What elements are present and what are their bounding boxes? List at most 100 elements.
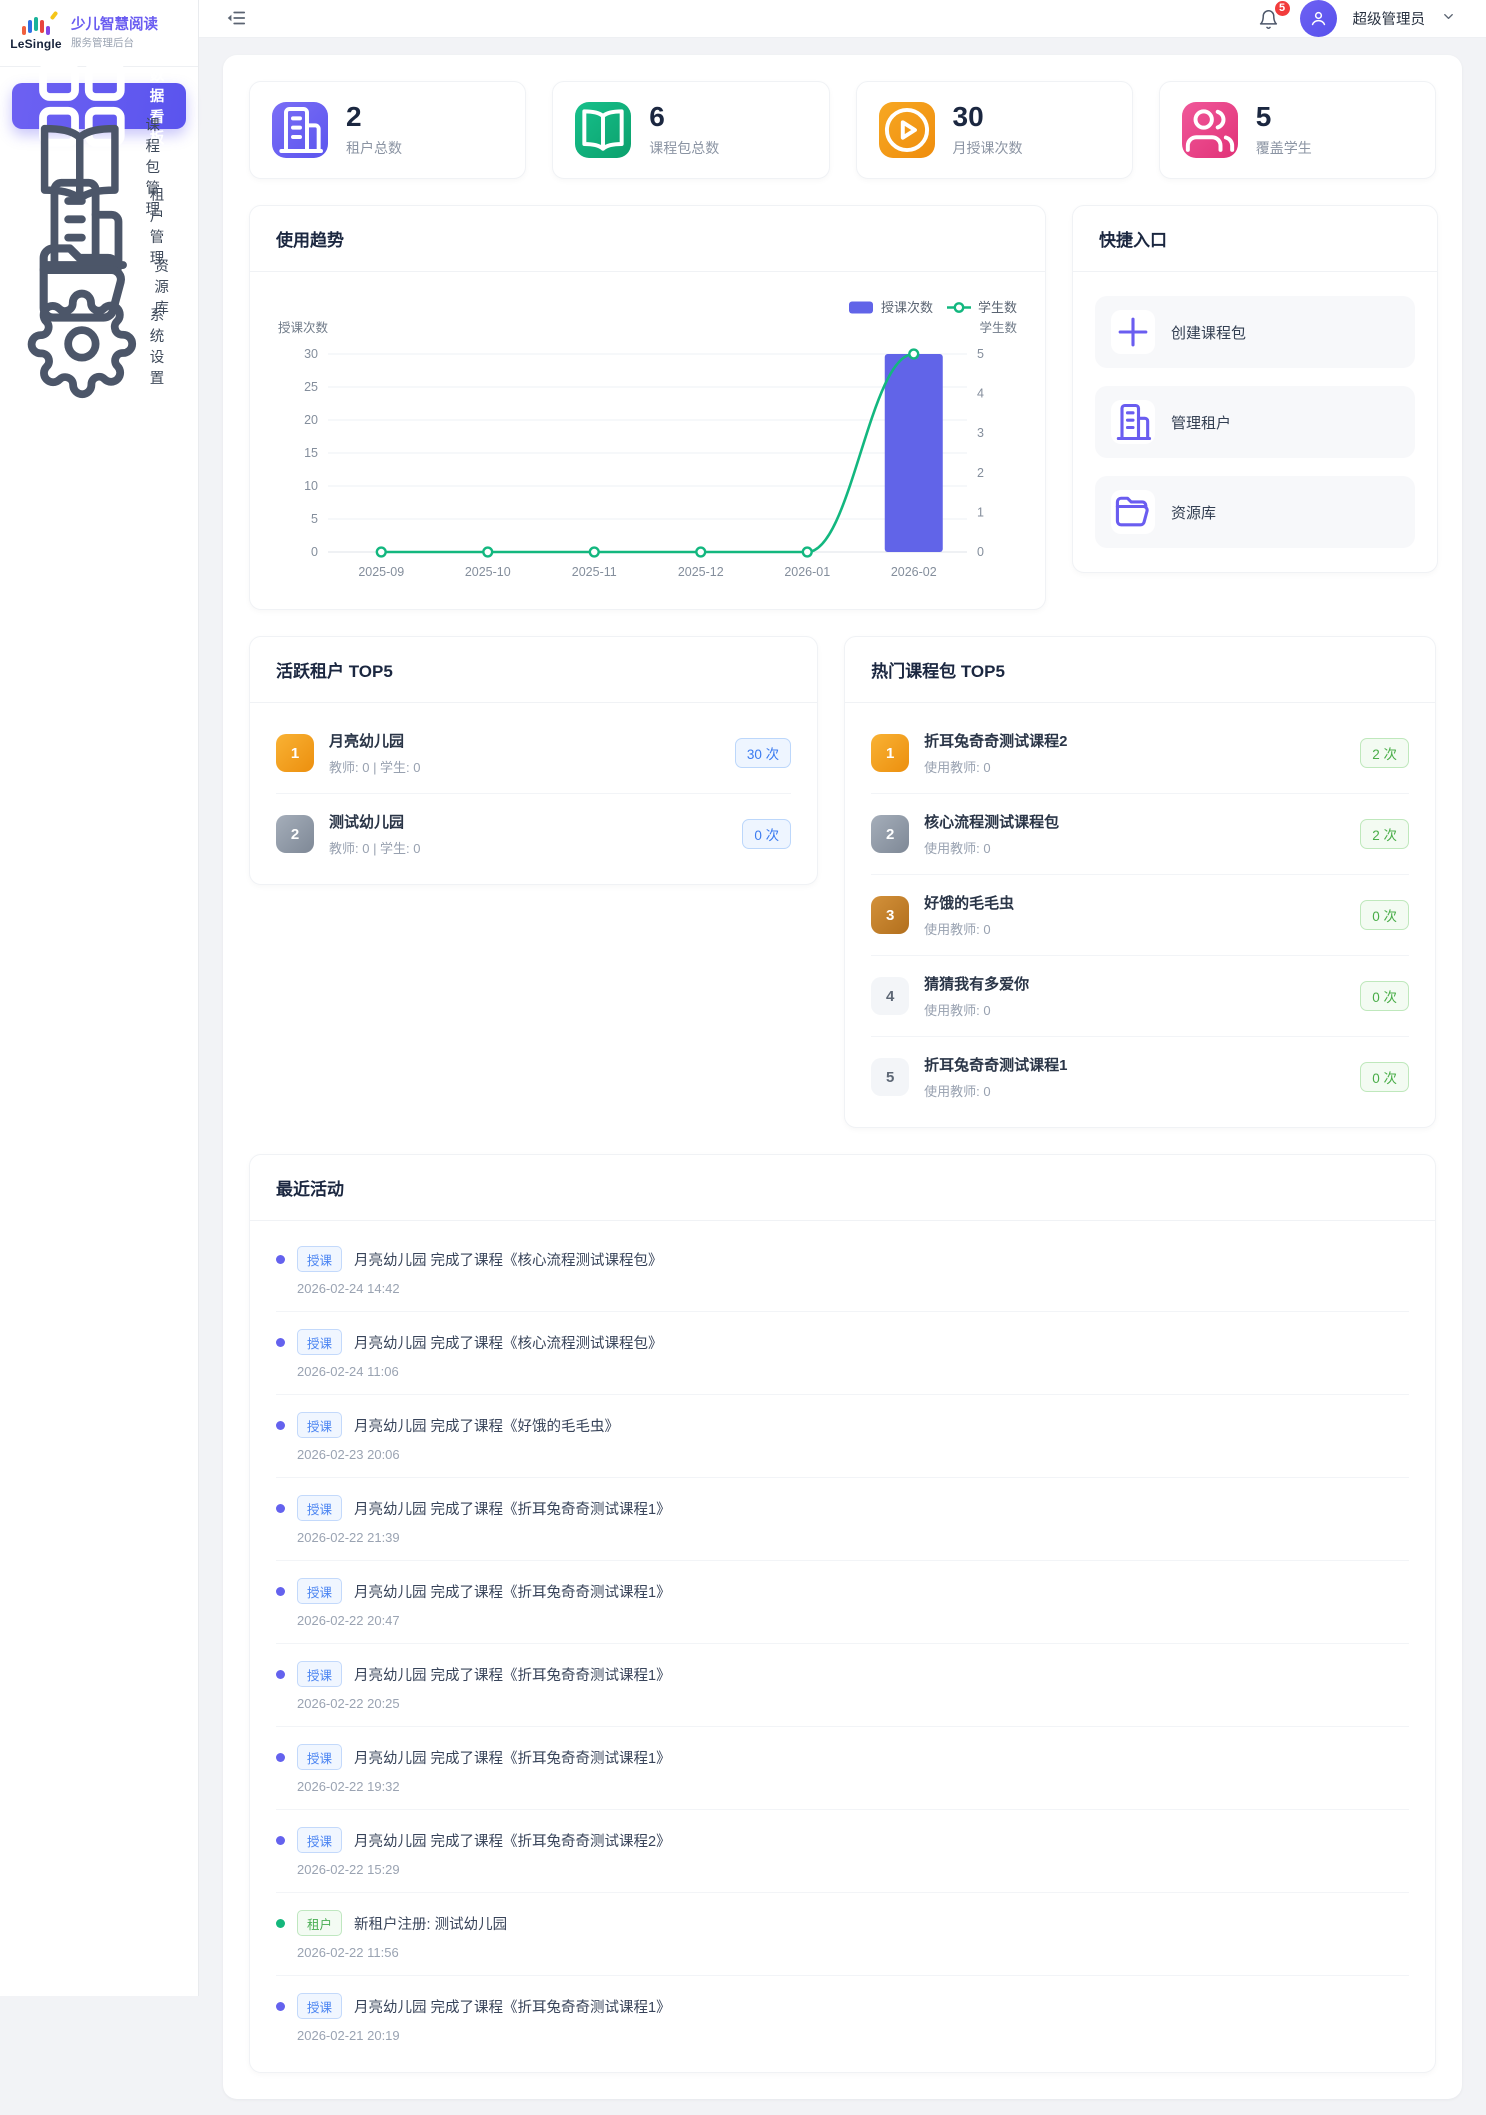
active-tenants-card: 活跃租户 TOP5 1 月亮幼儿园 教师: 0 | 学生: 0 30 次 2 测… — [249, 636, 819, 886]
svg-text:2026-02: 2026-02 — [891, 565, 937, 579]
activity-dot — [276, 1503, 285, 1513]
item-meta: 教师: 0 | 学生: 0 — [329, 760, 421, 776]
count-badge: 2 次 — [1360, 738, 1409, 769]
activity-dot — [276, 1669, 285, 1679]
svg-text:2025-10: 2025-10 — [465, 565, 511, 579]
notification-button[interactable]: 5 — [1258, 0, 1292, 32]
recent-activity-title: 最近活动 — [250, 1155, 1435, 1222]
activity-type-badge: 授课 — [297, 1495, 343, 1522]
quick-entry-item[interactable]: 创建课程包 — [1095, 296, 1415, 369]
activity-time: 2026-02-22 20:25 — [297, 1696, 400, 1712]
activity-text: 月亮幼儿园 完成了课程《折耳兔奇奇测试课程1》 — [354, 1750, 671, 1767]
sidebar-item-label: 数据看板 — [149, 68, 165, 147]
stat-value: 6 — [649, 101, 665, 132]
bell-icon — [1259, 9, 1277, 29]
fold-icon — [227, 11, 246, 24]
sidebar-item-label: 租户管理 — [149, 188, 165, 267]
activity-text: 月亮幼儿园 完成了课程《折耳兔奇奇测试课程1》 — [354, 1584, 671, 1601]
active-tenants-title: 活跃租户 TOP5 — [250, 637, 818, 704]
rank-badge: 4 — [871, 977, 910, 1016]
activity-time: 2026-02-22 20:47 — [297, 1613, 400, 1629]
quick-entry-item[interactable]: 管理租户 — [1095, 386, 1415, 459]
activity-item: 授课 月亮幼儿园 完成了课程《好饿的毛毛虫》 2026-02-23 20:06 — [276, 1395, 1409, 1479]
count-badge: 2 次 — [1360, 819, 1409, 850]
svg-text:5: 5 — [311, 512, 318, 526]
svg-text:2: 2 — [977, 466, 984, 480]
item-name: 折耳兔奇奇测试课程2 — [924, 733, 1068, 751]
building-icon — [1111, 400, 1155, 445]
user-name[interactable]: 超级管理员 — [1352, 12, 1426, 28]
user-menu-trigger[interactable] — [1441, 9, 1456, 29]
active-tenants-list: 1 月亮幼儿园 教师: 0 | 学生: 0 30 次 2 测试幼儿园 教师: 0… — [250, 703, 817, 884]
activity-text: 月亮幼儿园 完成了课程《折耳兔奇奇测试课程1》 — [354, 1667, 671, 1684]
ranked-list-item: 1 月亮幼儿园 教师: 0 | 学生: 0 30 次 — [276, 713, 792, 795]
ranked-list-item: 2 测试幼儿园 教师: 0 | 学生: 0 0 次 — [276, 794, 792, 874]
svg-text:25: 25 — [304, 380, 318, 394]
recent-activity-list: 授课 月亮幼儿园 完成了课程《核心流程测试课程包》 2026-02-24 14:… — [250, 1221, 1435, 2072]
activity-time: 2026-02-24 11:06 — [297, 1364, 399, 1380]
activity-text: 新租户注册: 测试幼儿园 — [354, 1916, 508, 1933]
play-icon — [878, 102, 935, 159]
quick-entry-card: 快捷入口 创建课程包 管理租户 资源库 — [1072, 205, 1438, 574]
stat-value: 2 — [346, 101, 362, 132]
sidebar-collapse-button[interactable] — [225, 7, 249, 31]
quick-entry-item[interactable]: 资源库 — [1095, 476, 1415, 549]
quick-entry-label: 创建课程包 — [1171, 324, 1247, 342]
activity-type-badge: 授课 — [297, 1827, 343, 1854]
activity-item: 授课 月亮幼儿园 完成了课程《折耳兔奇奇测试课程1》 2026-02-22 21… — [276, 1478, 1409, 1562]
activity-item: 授课 月亮幼儿园 完成了课程《折耳兔奇奇测试课程1》 2026-02-22 20… — [276, 1644, 1409, 1728]
stat-card: 6 课程包总数 — [552, 81, 830, 180]
activity-item: 授课 月亮幼儿园 完成了课程《折耳兔奇奇测试课程1》 2026-02-22 20… — [276, 1561, 1409, 1645]
gear-icon — [27, 289, 137, 403]
activity-time: 2026-02-21 20:19 — [297, 2028, 400, 2044]
activity-time: 2026-02-22 15:29 — [297, 1862, 400, 1878]
quick-entry-label: 资源库 — [1171, 504, 1217, 522]
activity-item: 授课 月亮幼儿园 完成了课程《折耳兔奇奇测试课程2》 2026-02-22 15… — [276, 1810, 1409, 1894]
folder-icon — [1111, 490, 1155, 535]
stat-value: 5 — [1255, 101, 1272, 132]
activity-type-badge: 授课 — [297, 1329, 343, 1356]
item-meta: 教师: 0 | 学生: 0 — [329, 841, 421, 857]
avatar[interactable] — [1299, 0, 1337, 37]
sidebar-item-tenants[interactable]: 租户管理 — [12, 178, 186, 270]
stat-label: 租户总数 — [346, 140, 402, 157]
user-icon — [1311, 11, 1325, 26]
hot-courses-title: 热门课程包 TOP5 — [845, 637, 1435, 704]
stat-card: 30 月授课次数 — [855, 81, 1133, 180]
brand-logo-text: LeSingle — [10, 37, 62, 51]
item-name: 核心流程测试课程包 — [924, 814, 1060, 832]
sidebar-item-course-packages[interactable]: 课程包管理 — [12, 118, 186, 218]
stat-label: 课程包总数 — [649, 140, 720, 157]
svg-text:10: 10 — [304, 479, 318, 493]
sidebar-menu: 数据看板 课程包管理 租户管理 资源库 系统设置 — [0, 61, 198, 399]
activity-dot — [276, 1254, 285, 1264]
rank-badge: 3 — [871, 896, 910, 935]
usage-trend-title: 使用趋势 — [250, 206, 1045, 273]
quick-entry-label: 管理租户 — [1171, 414, 1232, 432]
sidebar-item-settings[interactable]: 系统设置 — [12, 289, 186, 399]
svg-text:2025-12: 2025-12 — [678, 565, 724, 579]
chevron-down-icon — [1444, 13, 1453, 19]
activity-item: 授课 月亮幼儿园 完成了课程《折耳兔奇奇测试课程1》 2026-02-22 19… — [276, 1727, 1409, 1811]
activity-time: 2026-02-22 21:39 — [297, 1530, 400, 1546]
svg-text:学生数: 学生数 — [978, 300, 1017, 315]
brand-logo-icon: LeSingle — [10, 10, 62, 51]
activity-type-badge: 授课 — [297, 1412, 343, 1439]
svg-text:0: 0 — [311, 545, 318, 559]
brand: LeSingle 少儿智慧阅读 服务管理后台 — [0, 0, 198, 67]
sidebar-item-label: 课程包管理 — [145, 117, 161, 218]
activity-dot — [276, 1752, 285, 1762]
notification-badge: 5 — [1272, 0, 1292, 18]
activity-text: 月亮幼儿园 完成了课程《折耳兔奇奇测试课程1》 — [354, 1501, 671, 1518]
hot-courses-card: 热门课程包 TOP5 1 折耳兔奇奇测试课程2 使用教师: 0 2 次 2 核心… — [844, 636, 1436, 1129]
activity-item: 授课 月亮幼儿园 完成了课程《折耳兔奇奇测试课程1》 2026-02-21 20… — [276, 1976, 1409, 2058]
activity-type-badge: 授课 — [297, 1246, 343, 1273]
ranked-list-item: 3 好饿的毛毛虫 使用教师: 0 0 次 — [871, 875, 1409, 957]
count-badge: 0 次 — [742, 819, 792, 850]
svg-text:1: 1 — [977, 506, 984, 520]
rank-badge: 5 — [871, 1058, 910, 1097]
usage-trend-chart: 0 5 10 15 20 25 30 0 1 2 3 4 5 授课次数 学生数 2025-09 2025-10 2… — [250, 272, 1045, 609]
stat-card: 2 租户总数 — [249, 81, 527, 180]
rank-badge: 2 — [871, 815, 910, 854]
svg-text:授课次数: 授课次数 — [881, 300, 933, 315]
